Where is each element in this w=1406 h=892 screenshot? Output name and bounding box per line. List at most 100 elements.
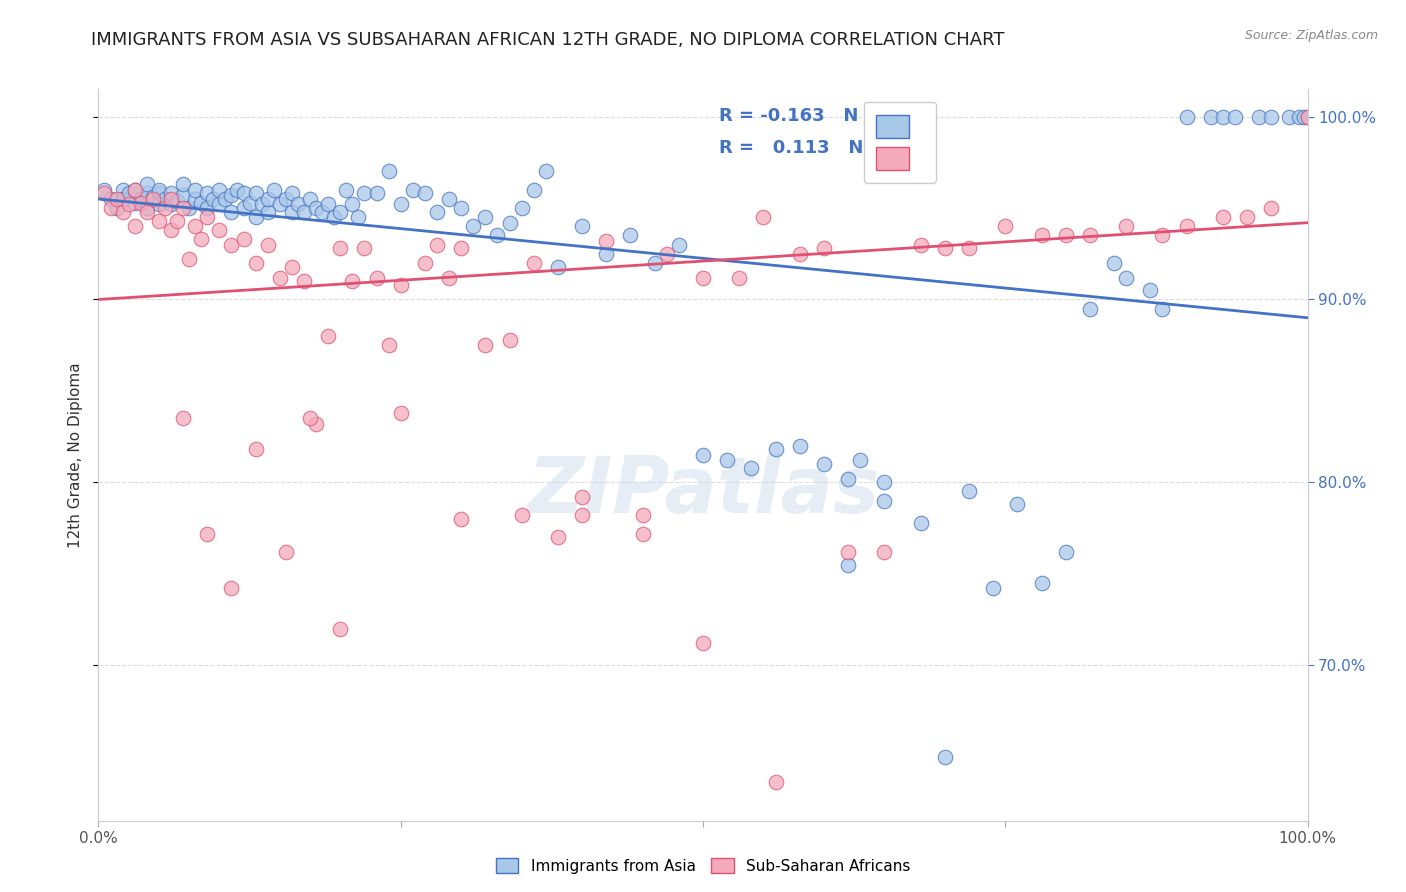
Point [837,558,859,572]
Point [299,411,322,425]
Point [740,460,762,475]
Point [1296,110,1319,124]
Point [135,204,157,219]
Point [426,204,449,219]
Point [389,277,412,292]
Point [849,453,872,467]
Point [232,201,254,215]
Point [498,216,520,230]
Point [910,237,932,252]
Point [668,237,690,252]
Point [160,186,183,201]
Point [1007,497,1029,511]
Point [631,526,654,541]
Point [450,512,472,526]
Point [716,453,738,467]
Point [195,186,218,201]
Point [389,197,412,211]
Point [256,204,278,219]
Point [281,260,304,274]
Point [873,475,896,490]
Point [208,223,231,237]
Text: ZIPatlas: ZIPatlas [527,453,879,530]
Point [329,241,352,255]
Point [413,256,436,270]
Point [166,214,188,228]
Point [250,197,273,211]
Point [571,490,593,504]
Point [316,197,339,211]
Point [179,252,201,267]
Point [142,192,165,206]
Point [1288,110,1310,124]
Point [263,183,285,197]
Point [389,406,412,420]
Point [534,164,557,178]
Point [124,195,146,210]
Point [269,197,291,211]
Point [631,508,654,523]
Point [100,192,122,206]
Point [752,211,775,225]
Point [1236,211,1258,225]
Point [148,214,170,228]
Point [1296,110,1319,124]
Point [256,237,278,252]
Point [111,192,134,206]
Point [1152,301,1174,316]
Point [160,223,183,237]
Point [245,442,267,457]
Point [934,241,956,255]
Point [1054,228,1077,243]
Point [124,183,146,197]
Point [142,190,165,204]
Point [129,195,152,210]
Point [287,197,309,211]
Point [837,472,859,486]
Point [957,484,980,499]
Point [232,186,254,201]
Point [124,219,146,234]
Legend: Immigrants from Asia, Sub-Saharan Africans: Immigrants from Asia, Sub-Saharan Africa… [489,852,917,880]
Point [692,448,714,462]
Point [184,183,207,197]
Point [1260,201,1282,215]
Point [655,247,678,261]
Point [510,508,533,523]
Point [981,582,1004,596]
Text: R =   0.113   N = 84: R = 0.113 N = 84 [718,139,915,157]
Point [221,237,243,252]
Point [190,232,212,246]
Point [426,237,449,252]
Point [105,201,128,215]
Point [619,228,641,243]
Point [148,183,170,197]
Point [873,493,896,508]
Point [595,247,617,261]
Point [172,201,194,215]
Point [692,636,714,650]
Text: IMMIGRANTS FROM ASIA VS SUBSAHARAN AFRICAN 12TH GRADE, NO DIPLOMA CORRELATION CH: IMMIGRANTS FROM ASIA VS SUBSAHARAN AFRIC… [91,31,1005,49]
Point [910,516,932,530]
Point [1175,219,1198,234]
Point [208,197,231,211]
Point [342,197,364,211]
Point [100,201,122,215]
Point [1115,219,1137,234]
Point [281,186,304,201]
Point [463,219,485,234]
Point [256,192,278,206]
Point [111,204,134,219]
Point [1078,228,1101,243]
Point [202,192,225,206]
Point [239,195,262,210]
Point [93,186,115,201]
Point [118,197,141,211]
Point [153,201,176,215]
Point [510,201,533,215]
Point [994,219,1017,234]
Point [1278,110,1301,124]
Point [1031,576,1053,591]
Point [329,622,352,636]
Point [498,333,520,347]
